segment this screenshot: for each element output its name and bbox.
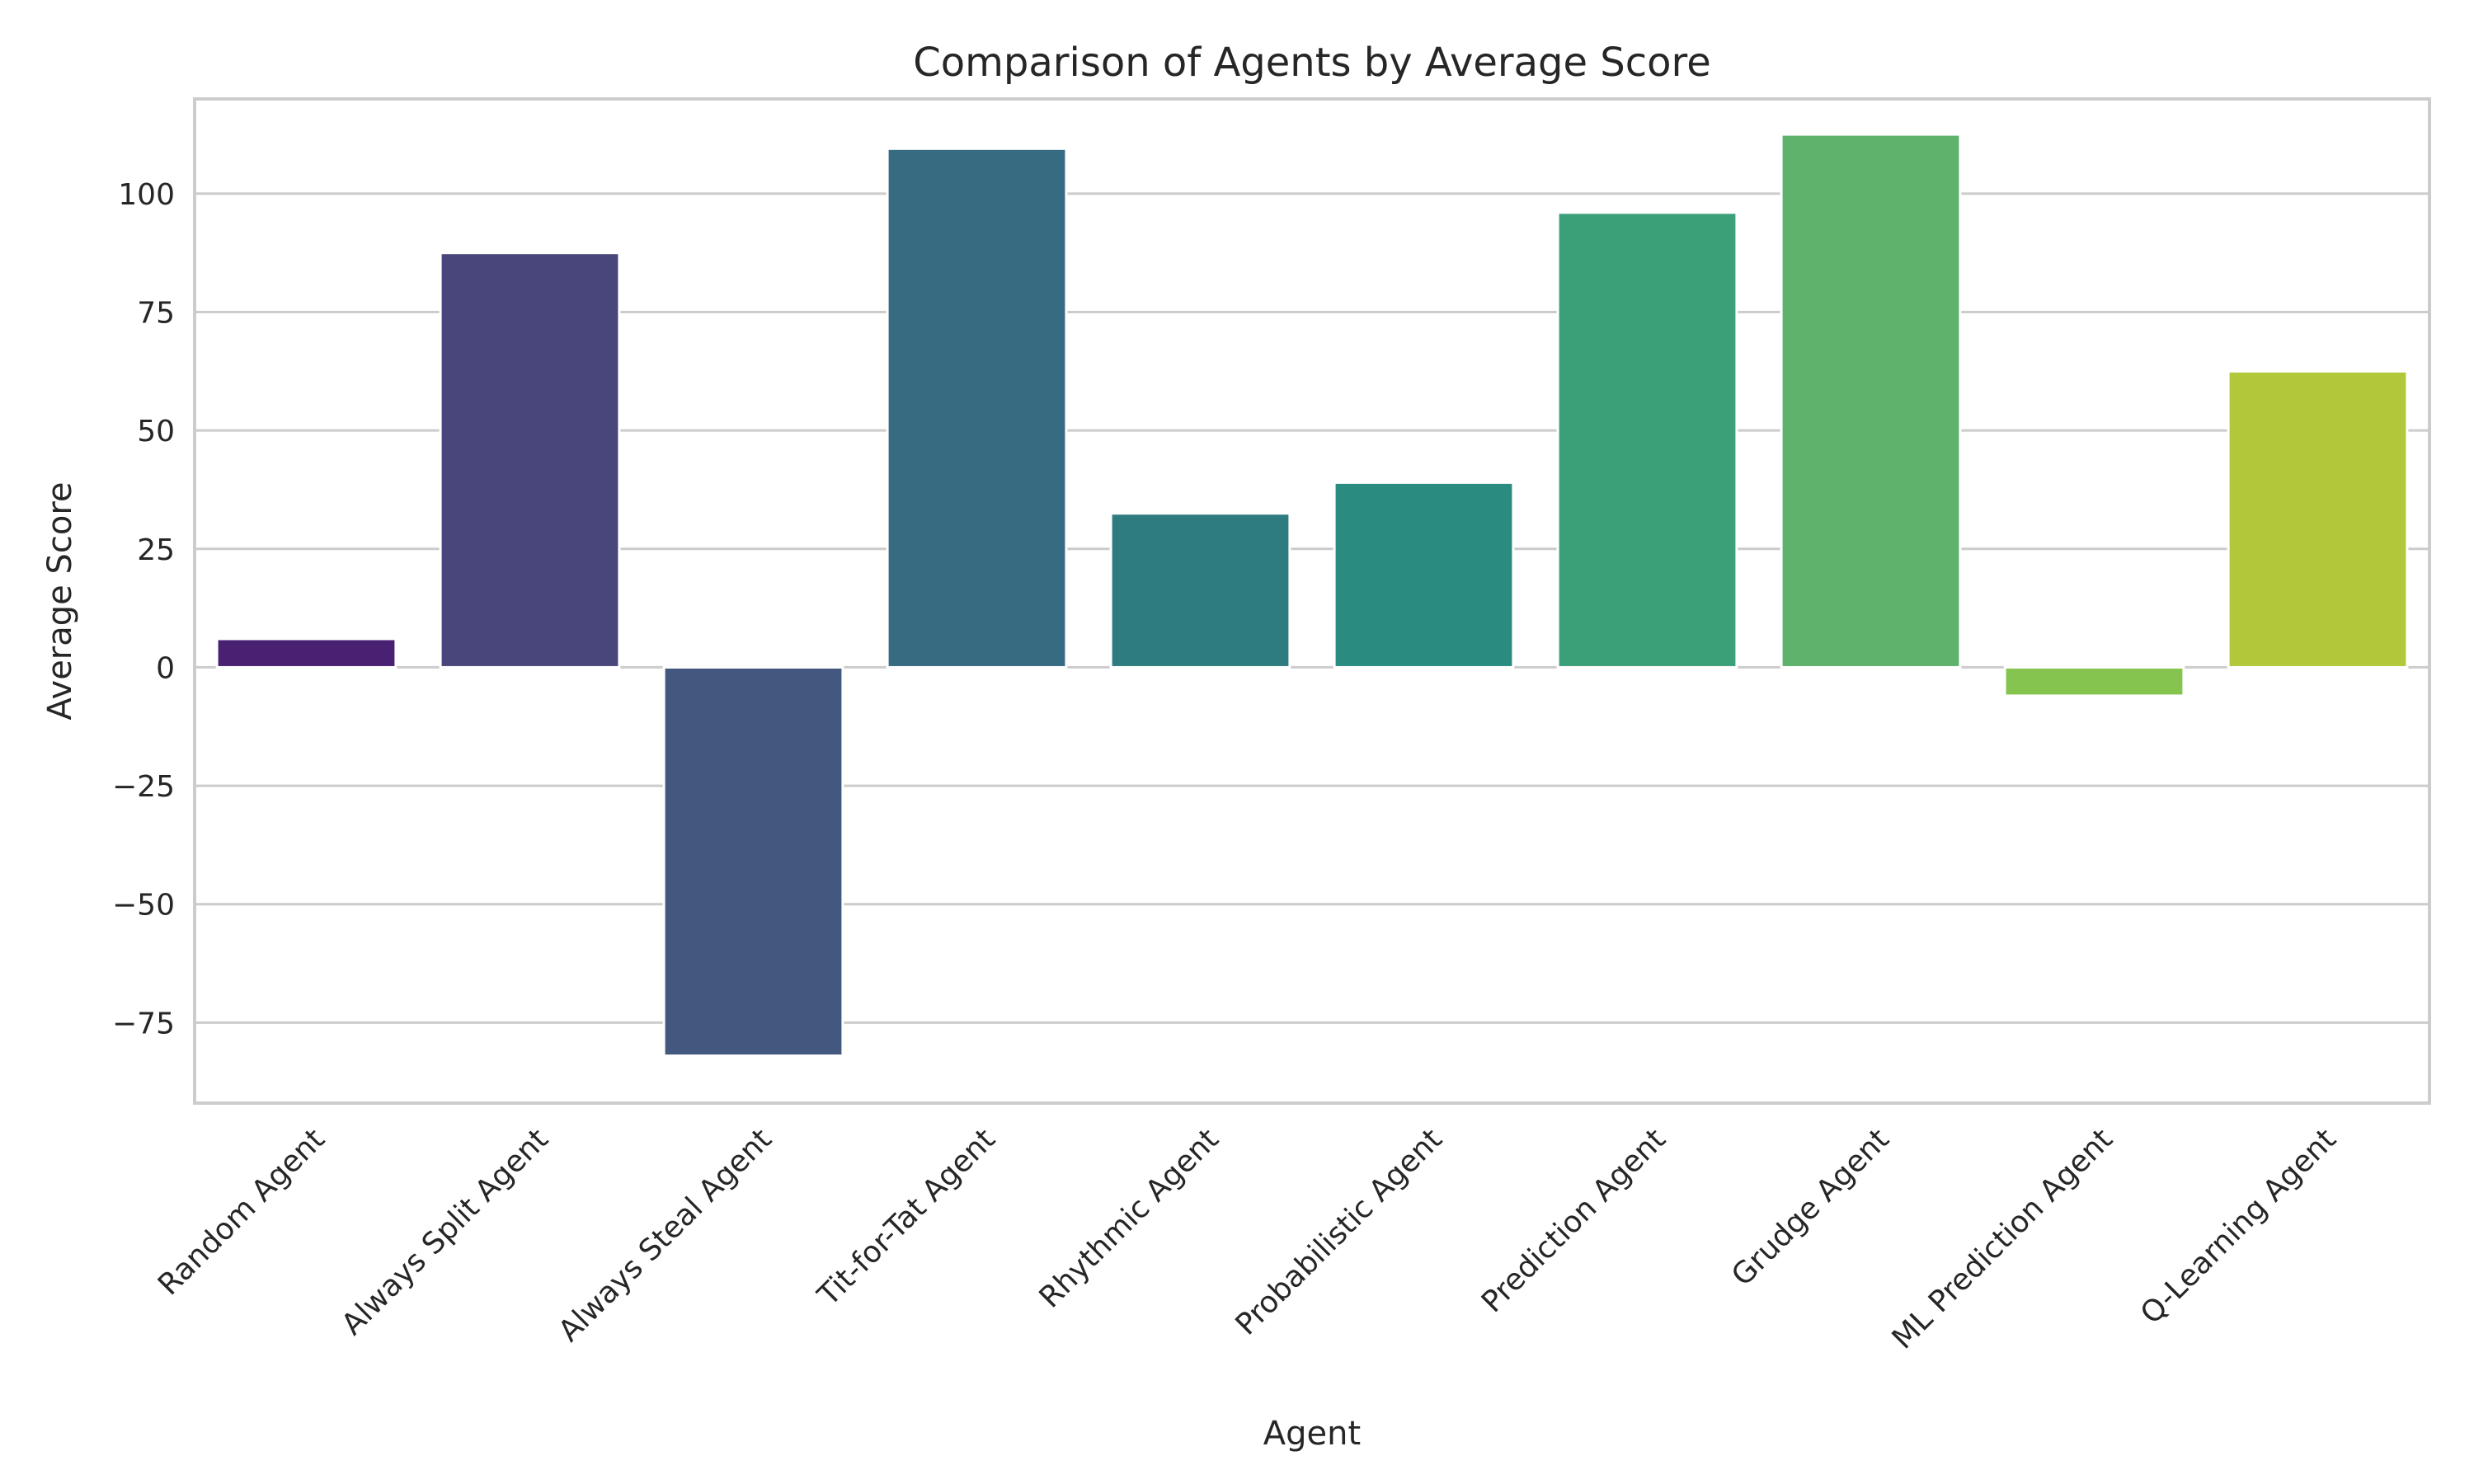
y-tick-label: 25 <box>137 533 175 567</box>
y-tick-label: 0 <box>156 651 175 685</box>
y-tick-label: 50 <box>137 415 175 448</box>
bars <box>215 133 2409 1058</box>
bar-rhythmic-agent <box>1109 512 1291 669</box>
bar-grudge-agent <box>1780 133 1962 669</box>
y-tick-label: 100 <box>118 178 175 212</box>
x-tick-label: Q-Learning Agent <box>2134 1122 2343 1331</box>
bar-probabilistic-agent <box>1333 481 1515 669</box>
x-tick-label: Prediction Agent <box>1475 1122 1672 1319</box>
bar-random-agent <box>215 637 397 669</box>
x-tick-label: Grudge Agent <box>1725 1122 1896 1293</box>
x-tick-label: Rhythmic Agent <box>1033 1122 1225 1314</box>
bar-prediction-agent <box>1556 211 1738 669</box>
bar-ml-prediction-agent <box>2003 665 2185 697</box>
x-tick-label: ML Prediction Agent <box>1886 1122 2119 1355</box>
x-tick-label: Random Agent <box>152 1122 332 1302</box>
bar-tit-for-tat-agent <box>886 147 1068 669</box>
y-tick-label: −25 <box>112 770 175 804</box>
y-tick-label: 75 <box>137 297 175 331</box>
y-tick-label: −75 <box>112 1007 175 1040</box>
bar-always-split-agent <box>439 251 621 669</box>
plot-frame <box>193 97 2431 1105</box>
bar-always-steal-agent <box>662 665 844 1058</box>
y-axis-title: Average Score <box>41 481 79 720</box>
chart-title: Comparison of Agents by Average Score <box>913 40 1710 86</box>
x-tick-label: Always Split Agent <box>336 1122 555 1341</box>
x-axis-title: Agent <box>1263 1415 1361 1453</box>
y-tick-label: −50 <box>112 889 175 923</box>
x-tick-label: Tit-for-Tat Agent <box>811 1122 1002 1313</box>
y-tick-labels: −75 −50 −25 0 25 50 75 100 <box>112 178 175 1040</box>
x-tick-label: Always Steal Agent <box>553 1122 778 1348</box>
bar-q-learning-agent <box>2227 369 2409 669</box>
x-tick-label: Probabilistic Agent <box>1230 1122 1449 1341</box>
